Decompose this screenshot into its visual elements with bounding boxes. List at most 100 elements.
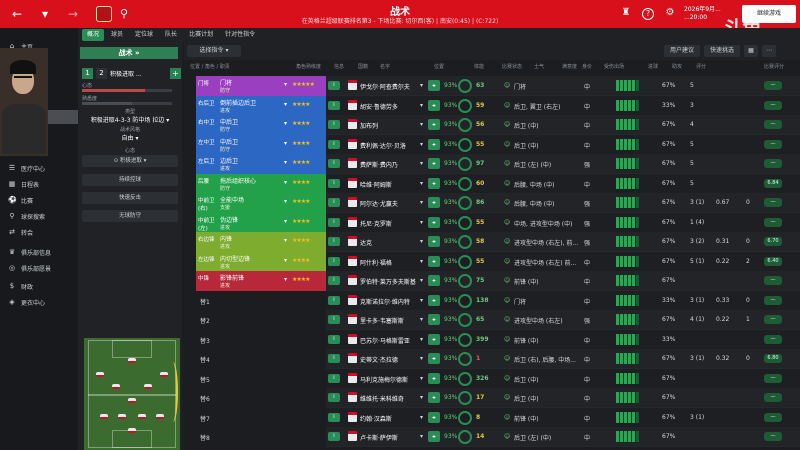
player-row[interactable]: i 约翰·汉森斯 ▾ ✚ 93% 8 ☺ 前锋 (中) 中 67% 3 (1) — <box>326 407 800 428</box>
info-badge[interactable]: i <box>328 393 340 402</box>
position-row[interactable]: 右后卫 倒前插边后卫 进攻 ▾ ★★★★ <box>196 95 326 116</box>
player-name[interactable]: 巴苏尔·马格斯雷亚 <box>360 337 410 345</box>
tactic-slot-2[interactable]: 2 <box>96 67 107 79</box>
tab-0[interactable]: 概况 <box>82 29 105 41</box>
pitch-player-marker[interactable] <box>118 414 126 419</box>
pitch-player-marker[interactable] <box>138 414 146 419</box>
player-row[interactable]: i 罗伯特·莱万多夫斯基 ▾ ✚ 93% 75 ☺ 前锋 (中) 中 67% — <box>326 271 800 291</box>
tab-1[interactable]: 球员 <box>111 31 124 38</box>
column-header[interactable]: 位置 <box>434 64 445 70</box>
quick-pick-button[interactable]: 快速挑选 <box>704 45 740 57</box>
help-icon[interactable]: ? <box>642 8 654 20</box>
chevron-down-icon[interactable]: ▾ <box>420 296 424 304</box>
chevron-down-icon[interactable]: ▾ <box>420 355 424 362</box>
possession-style-button[interactable]: 持续控球 <box>82 174 178 186</box>
player-name[interactable]: 加布列 <box>360 123 379 130</box>
player-name[interactable]: 阿什利·福格 <box>360 259 392 267</box>
sidebar-item[interactable]: ⚽ 比赛 <box>0 192 78 208</box>
info-badge[interactable]: i <box>328 334 340 344</box>
back-button[interactable]: ← <box>12 7 23 21</box>
column-header[interactable]: 名字 <box>380 64 391 70</box>
role-name[interactable]: 拖后组织核心 <box>220 177 257 185</box>
duty-name[interactable]: 进攻 <box>220 224 231 231</box>
player-name[interactable]: 费利佩·达尔·贝洛 <box>360 142 406 150</box>
next-match-info[interactable]: 在英格兰超级联赛排名第3 - 下场比赛: 切尔西(客) | 南安(0:45) |… <box>301 18 499 25</box>
style-dropdown[interactable]: 自由 ▾ <box>121 135 139 142</box>
player-row[interactable]: i 阿尔达·尤赢夫 ▾ ✚ 93% 86 ☺ 后腰, 中场 (中) 强 67% 3 (1) 0.67 0… <box>326 193 800 213</box>
formation-pitch[interactable] <box>84 338 180 450</box>
sidebar-item[interactable]: ◎ 俱乐部愿景 <box>0 260 78 276</box>
tab-3[interactable]: 队长 <box>165 31 178 38</box>
role-name[interactable]: 影锋前锋 <box>220 275 245 282</box>
info-badge[interactable]: i <box>328 139 340 149</box>
sidebar-item[interactable]: ◈ 更衣中心 <box>0 294 78 310</box>
role-name[interactable]: 门将 <box>220 80 233 87</box>
player-row[interactable]: i 加布列 ▾ ✚ 93% 56 ☺ 后卫 (中) 中 67% 4 — <box>326 115 800 135</box>
position-row[interactable]: 左中卫 中后卫 防守 ▾ ★★★★ <box>196 134 326 155</box>
forward-dropdown[interactable]: ▾ <box>42 7 49 21</box>
chevron-down-icon[interactable]: ▾ <box>284 81 288 88</box>
chevron-down-icon[interactable]: ▾ <box>284 237 288 244</box>
search-icon[interactable]: ⚲ <box>120 7 129 20</box>
chevron-down-icon[interactable]: ▾ <box>284 139 288 147</box>
info-badge[interactable]: i <box>328 315 340 324</box>
sidebar-item[interactable]: ⇄ 转会 <box>0 224 78 240</box>
player-row[interactable]: i 达克 ▾ ✚ 93% 58 ☺ 进攻型中场 (右左), 前... 强 67% 3 (2) 0.31… <box>326 232 800 252</box>
column-header[interactable]: 体能 <box>474 64 485 70</box>
player-row[interactable]: i 胡安·鲁德劳多 ▾ ✚ 93% 59 ☺ 后卫, 翼卫 (右左) 中 33% 3 — <box>326 95 800 116</box>
column-header[interactable]: 国籍 <box>358 64 369 70</box>
column-header[interactable]: 评分 <box>696 64 707 70</box>
role-name[interactable]: 中后卫 <box>220 119 239 126</box>
column-header[interactable]: 信息 <box>334 64 345 70</box>
chevron-down-icon[interactable]: ▾ <box>284 100 288 108</box>
player-row[interactable]: i 克斯诺拉尔·维内特 ▾ ✚ 93% 138 ☺ 门将 中 33% 3 (1) 0.33 0 — <box>326 290 800 311</box>
role-name[interactable]: 内切型边锋 <box>220 255 251 263</box>
user-suggestion-button[interactable]: 用户建议 <box>664 45 700 57</box>
player-row[interactable]: i 卢卡斯·萨伊斯 ▾ ✚ 93% 14 ☺ 后卫 (左) (中) 中 67% — <box>326 427 800 447</box>
pitch-player-marker[interactable] <box>156 414 164 419</box>
info-badge[interactable]: i <box>328 159 340 168</box>
player-name[interactable]: 胡安·鲁德劳多 <box>360 103 398 111</box>
pitch-player-marker[interactable] <box>144 384 152 389</box>
club-crest-icon[interactable] <box>96 6 112 22</box>
position-row[interactable]: 后腰 拖后组织核心 防守 ▾ ★★★★ <box>196 173 326 194</box>
position-row[interactable]: 右中卫 中后卫 防守 ▾ ★★★★ <box>196 115 326 135</box>
position-row[interactable]: 左边锋 内切型边锋 进攻 ▾ ★★★★ <box>196 251 326 272</box>
counter-style-button[interactable]: 快速反击 <box>82 192 178 204</box>
more-options-icon[interactable]: ⋯ <box>762 45 776 57</box>
player-name[interactable]: 克斯诺拉尔·维内特 <box>360 298 410 306</box>
trophy-icon[interactable]: ♜ <box>621 7 631 18</box>
chevron-down-icon[interactable]: ▾ <box>284 217 288 225</box>
chevron-down-icon[interactable]: ▾ <box>420 374 424 382</box>
select-instructions-dropdown[interactable]: 选择指令 ▾ <box>187 45 241 57</box>
player-name[interactable]: 维维托·米科维奇 <box>360 396 404 403</box>
position-row[interactable]: 左后卫 边后卫 进攻 ▾ ★★★★ <box>196 154 326 174</box>
formation-dropdown[interactable]: 积极进取4-3-3 防中场 拉边 ▾ <box>90 117 170 124</box>
chevron-down-icon[interactable]: ▾ <box>284 120 288 127</box>
column-header[interactable]: 助攻 <box>672 64 683 70</box>
role-name[interactable]: 边后卫 <box>220 158 239 165</box>
column-header[interactable]: 进球 <box>648 64 659 70</box>
role-name[interactable]: 全能中场 <box>220 197 245 204</box>
player-name[interactable]: 马利克施梅尔德斯 <box>360 376 409 384</box>
column-header[interactable]: 受伤 <box>604 64 615 70</box>
sidebar-item[interactable]: ♛ 俱乐部信息 <box>0 244 78 260</box>
info-badge[interactable]: i <box>328 81 340 90</box>
column-header[interactable]: 身价 <box>582 64 593 70</box>
player-name[interactable]: 哈维·阿姆斯 <box>360 181 392 189</box>
position-row[interactable]: 门将 门将 防守 ▾ ★★★★★ <box>196 76 326 96</box>
tactic-slot-1[interactable]: 1 <box>82 67 93 79</box>
role-name[interactable]: 中后卫 <box>220 138 239 146</box>
player-row[interactable]: i 伊戈尔·阿查费尔夫 ▾ ✚ 93% 63 ☺ 门将 中 67% 5 — <box>326 76 800 96</box>
chevron-down-icon[interactable]: ▾ <box>420 160 424 167</box>
player-name[interactable]: 史蒂文·杰拉德 <box>360 357 398 364</box>
role-name[interactable]: 倒前插边后卫 <box>220 99 257 107</box>
info-badge[interactable]: i <box>328 120 340 129</box>
info-badge[interactable]: i <box>328 412 340 422</box>
player-name[interactable]: 罗伯特·莱万多夫斯基 <box>360 279 416 286</box>
info-badge[interactable]: i <box>328 217 340 227</box>
duty-name[interactable]: 防守 <box>220 185 231 192</box>
chevron-down-icon[interactable]: ▾ <box>420 82 424 89</box>
tab-5[interactable]: 针对性指令 <box>225 31 256 38</box>
info-badge[interactable]: i <box>328 237 340 246</box>
